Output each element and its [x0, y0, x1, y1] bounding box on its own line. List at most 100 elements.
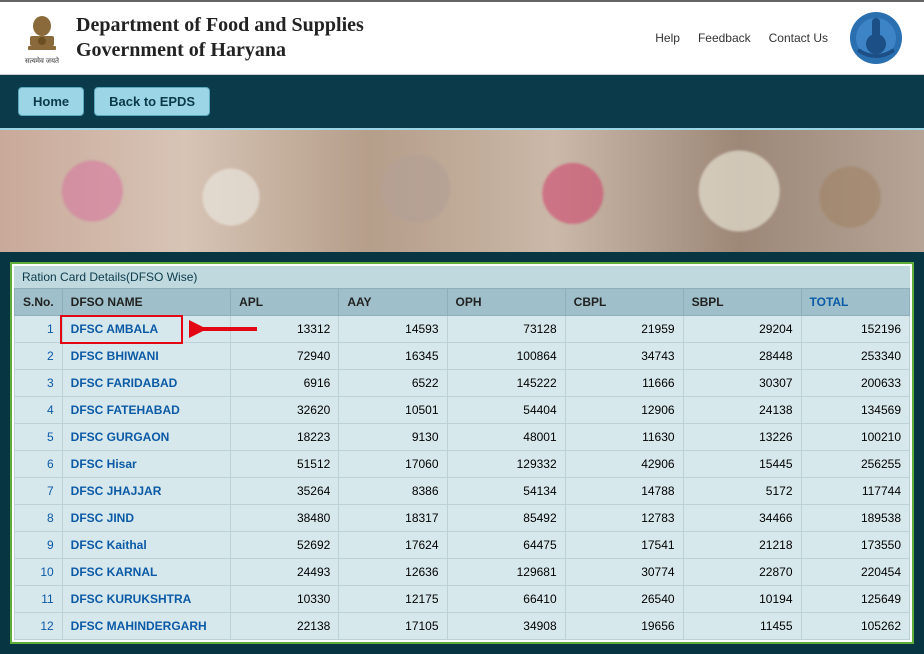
- cell-aay: 6522: [339, 370, 447, 397]
- cell-aay: 8386: [339, 478, 447, 505]
- cell-apl: 24493: [231, 559, 339, 586]
- home-button[interactable]: Home: [18, 87, 84, 116]
- dfso-link[interactable]: DFSC GURGAON: [71, 430, 170, 444]
- cell-sno: 9: [15, 532, 63, 559]
- cell-apl: 32620: [231, 397, 339, 424]
- cell-sno: 6: [15, 451, 63, 478]
- dfso-link[interactable]: DFSC FATEHABAD: [71, 403, 180, 417]
- cell-sbpl: 21218: [683, 532, 801, 559]
- cell-oph: 73128: [447, 316, 565, 343]
- cell-sbpl: 34466: [683, 505, 801, 532]
- cell-oph: 34908: [447, 613, 565, 640]
- dfso-link[interactable]: DFSC KARNAL: [71, 565, 158, 579]
- cell-sbpl: 11455: [683, 613, 801, 640]
- cell-apl: 18223: [231, 424, 339, 451]
- cell-name: DFSC Hisar: [62, 451, 230, 478]
- cell-apl: 6916: [231, 370, 339, 397]
- cell-sno: 1: [15, 316, 63, 343]
- cell-aay: 10501: [339, 397, 447, 424]
- cell-sbpl: 22870: [683, 559, 801, 586]
- cell-oph: 54134: [447, 478, 565, 505]
- cell-sbpl: 13226: [683, 424, 801, 451]
- cell-sno: 4: [15, 397, 63, 424]
- table-row: 5DFSC GURGAON182239130480011163013226100…: [15, 424, 910, 451]
- cell-sno: 8: [15, 505, 63, 532]
- cell-total: 200633: [801, 370, 910, 397]
- haryana-emblem-icon: [848, 10, 904, 66]
- cell-oph: 129681: [447, 559, 565, 586]
- col-oph: OPH: [447, 289, 565, 316]
- table-row: 10DFSC KARNAL244931263612968130774228702…: [15, 559, 910, 586]
- col-sno: S.No.: [15, 289, 63, 316]
- cell-aay: 16345: [339, 343, 447, 370]
- cell-name: DFSC BHIWANI: [62, 343, 230, 370]
- table-row: 7DFSC JHAJJAR352648386541341478851721177…: [15, 478, 910, 505]
- dept-line1: Department of Food and Supplies: [76, 13, 364, 38]
- banner-image: [0, 128, 924, 252]
- cell-cbpl: 26540: [565, 586, 683, 613]
- dept-line2: Government of Haryana: [76, 38, 364, 63]
- cell-name: DFSC AMBALA: [62, 316, 230, 343]
- header-left: सत्यमेव जयते Department of Food and Supp…: [20, 11, 364, 65]
- cell-cbpl: 21959: [565, 316, 683, 343]
- dfso-link[interactable]: DFSC JIND: [71, 511, 134, 525]
- cell-cbpl: 19656: [565, 613, 683, 640]
- dfso-link[interactable]: DFSC AMBALA: [71, 322, 159, 336]
- cell-sbpl: 28448: [683, 343, 801, 370]
- cell-sbpl: 10194: [683, 586, 801, 613]
- col-apl: APL: [231, 289, 339, 316]
- table-container: S.No. DFSO NAME APL AAY OPH CBPL SBPL TO…: [14, 288, 910, 640]
- cell-aay: 18317: [339, 505, 447, 532]
- cell-name: DFSC KURUKSHTRA: [62, 586, 230, 613]
- cell-cbpl: 30774: [565, 559, 683, 586]
- cell-oph: 129332: [447, 451, 565, 478]
- feedback-link[interactable]: Feedback: [698, 31, 751, 45]
- cell-aay: 14593: [339, 316, 447, 343]
- cell-name: DFSC JIND: [62, 505, 230, 532]
- dfso-link[interactable]: DFSC JHAJJAR: [71, 484, 162, 498]
- dfso-link[interactable]: DFSC MAHINDERGARH: [71, 619, 207, 633]
- cell-name: DFSC FATEHABAD: [62, 397, 230, 424]
- cell-cbpl: 12906: [565, 397, 683, 424]
- cell-apl: 22138: [231, 613, 339, 640]
- cell-sbpl: 29204: [683, 316, 801, 343]
- table-row: 1DFSC AMBALA1331214593731282195929204152…: [15, 316, 910, 343]
- cell-name: DFSC GURGAON: [62, 424, 230, 451]
- dfso-link[interactable]: DFSC Hisar: [71, 457, 137, 471]
- col-aay: AAY: [339, 289, 447, 316]
- cell-sno: 3: [15, 370, 63, 397]
- cell-apl: 52692: [231, 532, 339, 559]
- cell-sno: 11: [15, 586, 63, 613]
- national-emblem-icon: सत्यमेव जयते: [20, 11, 64, 65]
- contact-link[interactable]: Contact Us: [769, 31, 828, 45]
- cell-total: 253340: [801, 343, 910, 370]
- dfso-link[interactable]: DFSC KURUKSHTRA: [71, 592, 192, 606]
- table-row: 2DFSC BHIWANI729401634510086434743284482…: [15, 343, 910, 370]
- table-row: 12DFSC MAHINDERGARH221381710534908196561…: [15, 613, 910, 640]
- cell-total: 117744: [801, 478, 910, 505]
- cell-sno: 5: [15, 424, 63, 451]
- top-links: Help Feedback Contact Us: [655, 31, 828, 45]
- cell-oph: 66410: [447, 586, 565, 613]
- cell-apl: 38480: [231, 505, 339, 532]
- cell-sno: 12: [15, 613, 63, 640]
- cell-aay: 12175: [339, 586, 447, 613]
- cell-total: 100210: [801, 424, 910, 451]
- dfso-link[interactable]: DFSC FARIDABAD: [71, 376, 178, 390]
- help-link[interactable]: Help: [655, 31, 680, 45]
- cell-oph: 100864: [447, 343, 565, 370]
- cell-sno: 10: [15, 559, 63, 586]
- back-to-epds-button[interactable]: Back to EPDS: [94, 87, 210, 116]
- cell-total: 173550: [801, 532, 910, 559]
- dfso-link[interactable]: DFSC Kaithal: [71, 538, 147, 552]
- col-name: DFSO NAME: [62, 289, 230, 316]
- cell-cbpl: 11666: [565, 370, 683, 397]
- cell-name: DFSC MAHINDERGARH: [62, 613, 230, 640]
- dfso-link[interactable]: DFSC BHIWANI: [71, 349, 159, 363]
- cell-apl: 51512: [231, 451, 339, 478]
- cell-total: 220454: [801, 559, 910, 586]
- cell-aay: 9130: [339, 424, 447, 451]
- table-header-row: S.No. DFSO NAME APL AAY OPH CBPL SBPL TO…: [15, 289, 910, 316]
- table-row: 9DFSC Kaithal526921762464475175412121817…: [15, 532, 910, 559]
- col-total[interactable]: TOTAL: [801, 289, 910, 316]
